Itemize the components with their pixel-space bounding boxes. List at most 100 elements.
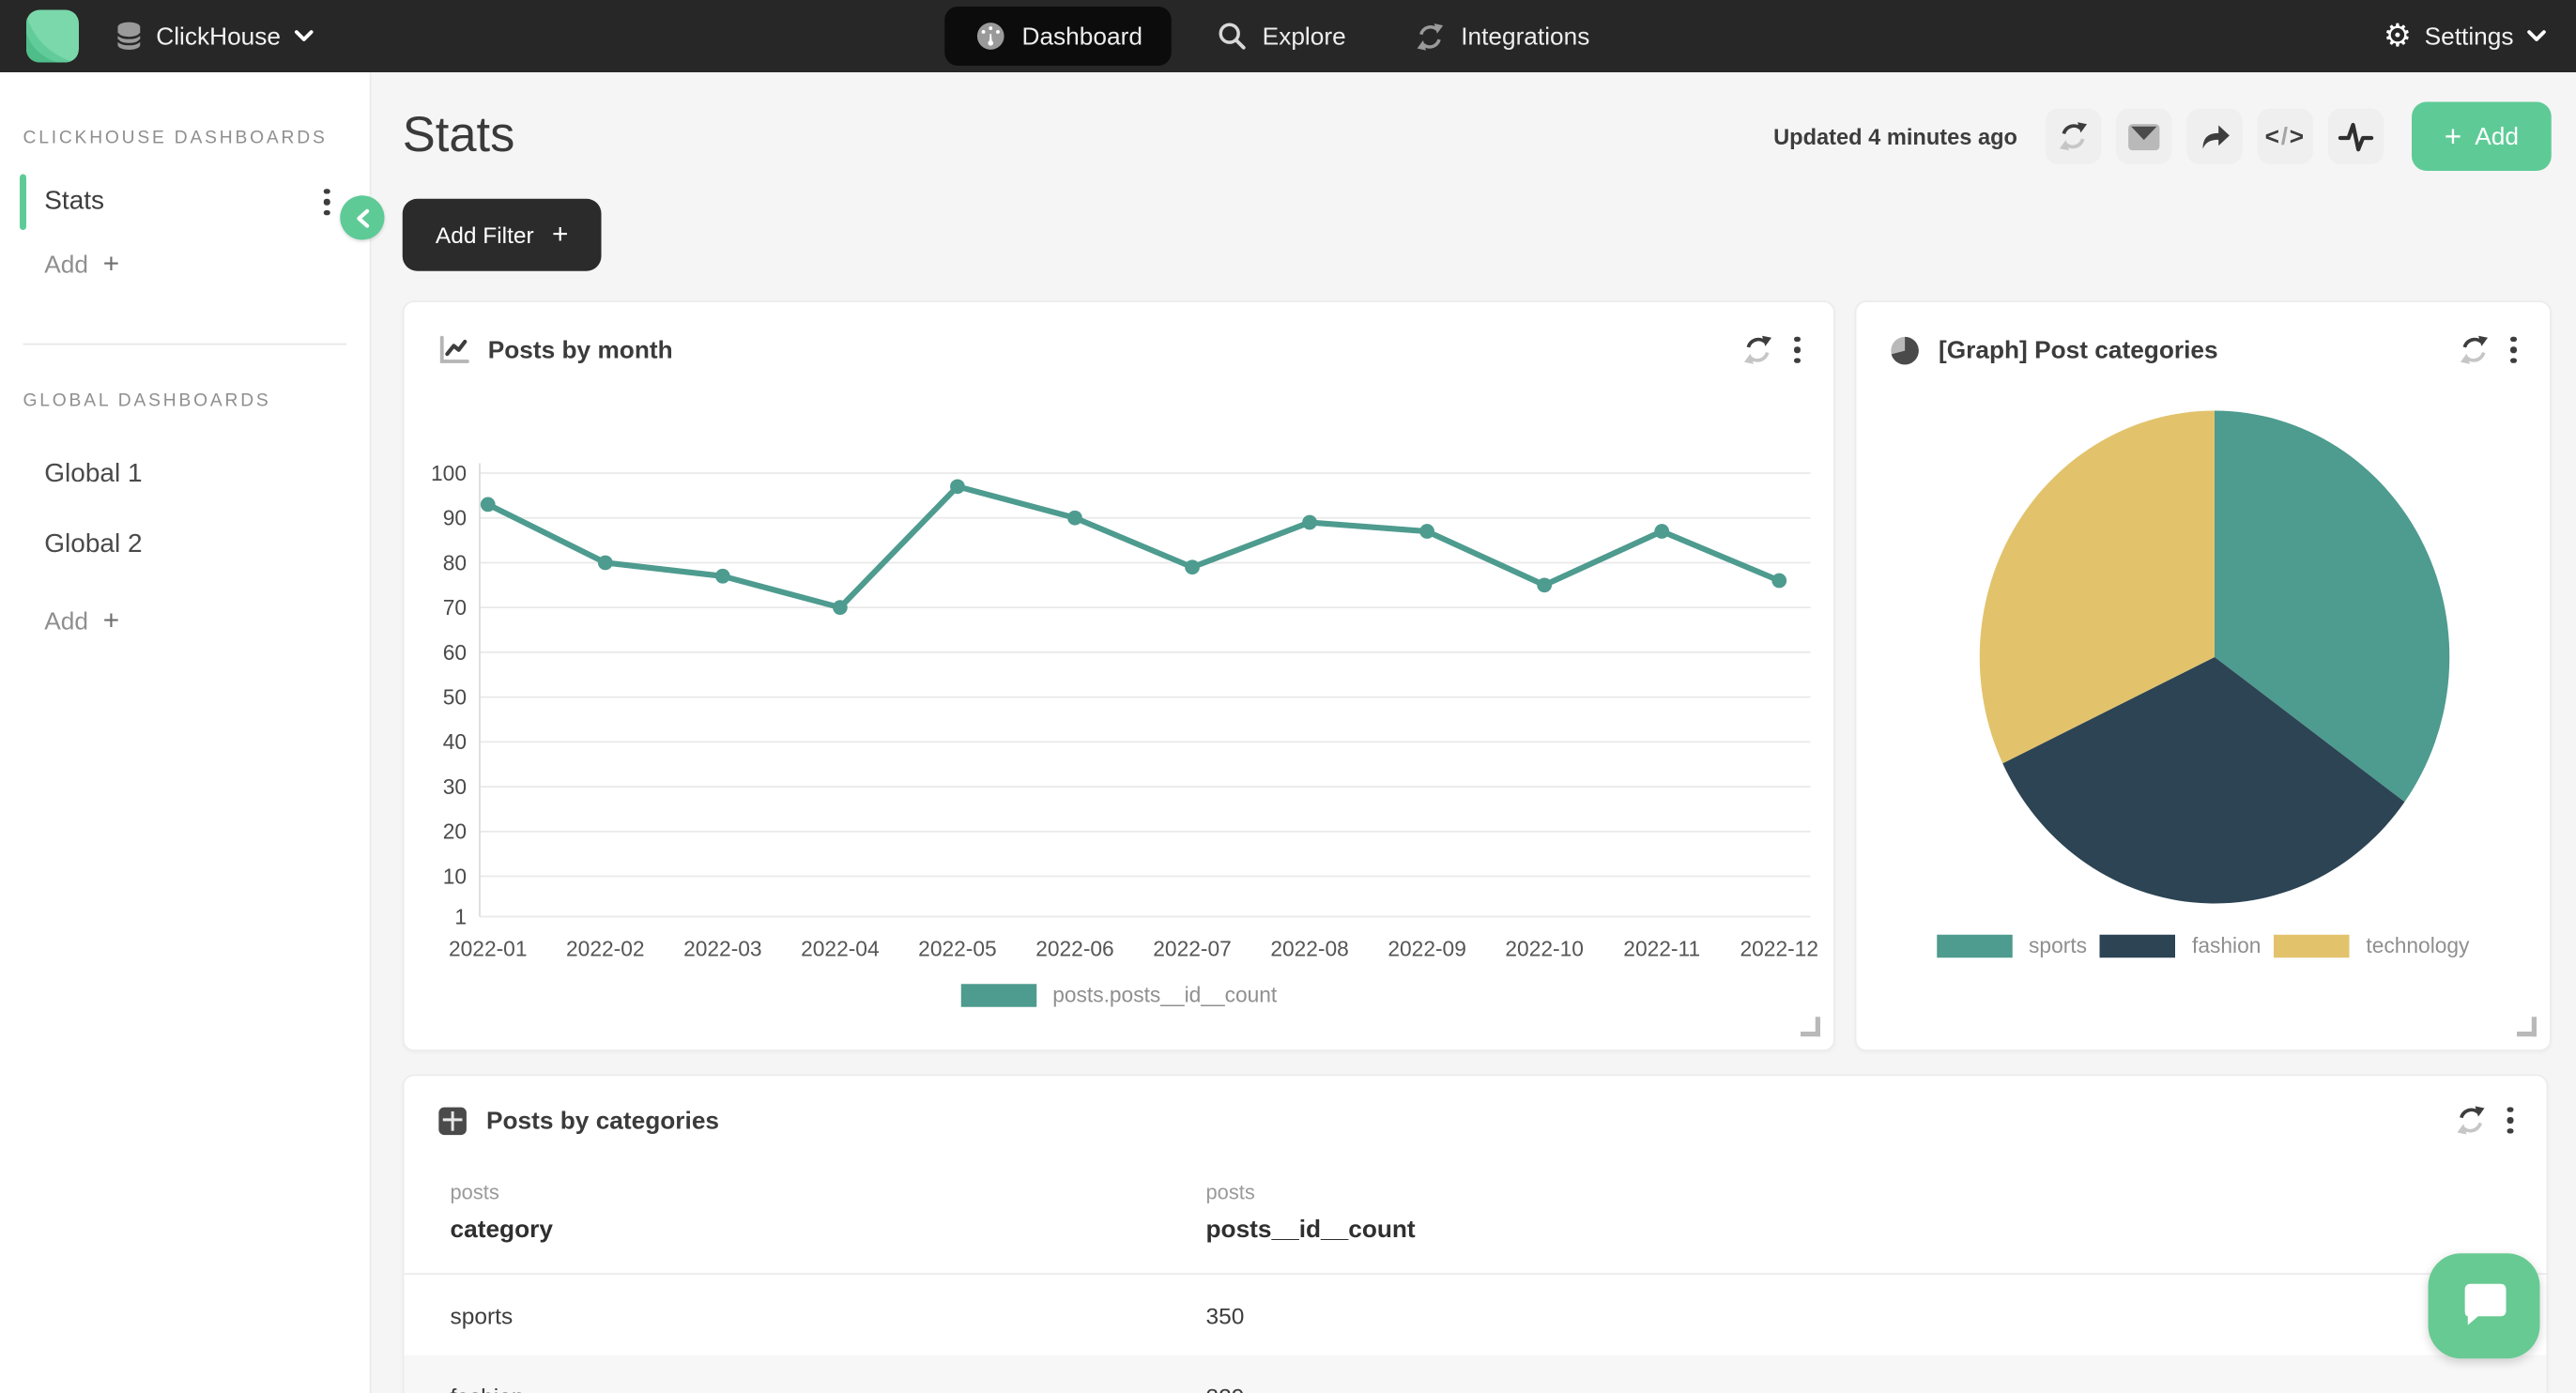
card-posts-by-month: Posts by month 100 90 80 70 60 50 4 xyxy=(402,300,1835,1051)
refresh-icon xyxy=(2458,1106,2486,1135)
legend-swatch xyxy=(2100,933,2176,957)
chevron-down-icon xyxy=(2527,30,2546,41)
sidebar-collapse-button[interactable] xyxy=(340,195,385,240)
add-filter-button[interactable]: Add Filter + xyxy=(402,198,602,271)
plus-icon: + xyxy=(102,248,120,280)
plus-icon: + xyxy=(2444,118,2462,152)
svg-text:60: 60 xyxy=(443,640,467,665)
pie-chart-icon xyxy=(1891,335,1919,364)
posts-table: posts category posts posts__id__count sp… xyxy=(404,1155,2547,1393)
svg-text:1: 1 xyxy=(454,904,467,928)
card-refresh-button[interactable] xyxy=(1740,332,1777,369)
column-name: posts__id__count xyxy=(1205,1216,1416,1244)
share-button[interactable] xyxy=(2186,108,2243,164)
line-chart-icon xyxy=(439,335,469,363)
gauge-icon xyxy=(976,23,1004,50)
pulse-icon xyxy=(2338,122,2374,151)
svg-text:30: 30 xyxy=(443,774,467,799)
sidebar-item-label: Global 1 xyxy=(44,459,143,487)
logo-icon xyxy=(26,9,79,63)
legend-item-sports[interactable]: sports xyxy=(1937,933,2087,957)
pie-chart xyxy=(1979,410,2450,904)
main-content: Stats Updated 4 minutes ago xyxy=(372,72,2576,1393)
table-cell: fashion xyxy=(405,1383,1206,1393)
sidebar-item-global-2[interactable]: Global 2 xyxy=(0,510,370,580)
mail-icon xyxy=(2128,123,2160,150)
table-cell: sports xyxy=(450,1301,514,1328)
card-menu-button[interactable] xyxy=(1794,336,1801,364)
card-resize-handle[interactable] xyxy=(1801,1017,1820,1037)
share-forward-icon xyxy=(2201,125,2230,149)
legend-label: sports xyxy=(2029,933,2088,958)
svg-text:2022-09: 2022-09 xyxy=(1388,937,1466,961)
svg-text:70: 70 xyxy=(443,595,467,620)
table-column-header: posts posts__id__count xyxy=(1206,1155,2547,1244)
table-column-header: posts category xyxy=(405,1155,1206,1244)
tab-integrations[interactable]: Integrations xyxy=(1392,8,1613,65)
activity-button[interactable] xyxy=(2327,108,2384,164)
sidebar-section-title-clickhouse: CLICKHOUSE DASHBOARDS xyxy=(23,128,328,148)
svg-text:80: 80 xyxy=(443,550,467,574)
legend-swatch xyxy=(2274,933,2350,957)
pie-slice-technology[interactable] xyxy=(1979,410,2215,764)
column-name: category xyxy=(450,1216,553,1244)
card-title: [Graph] Post categories xyxy=(1939,335,2218,364)
header-actions: Updated 4 minutes ago xyxy=(1773,101,2552,171)
svg-text:2022-03: 2022-03 xyxy=(683,937,762,961)
search-icon xyxy=(1219,23,1247,50)
chat-widget-button[interactable] xyxy=(2428,1253,2540,1359)
database-icon xyxy=(116,22,142,51)
sidebar-add-global-dashboard[interactable]: Add + xyxy=(44,591,370,651)
updated-timestamp: Updated 4 minutes ago xyxy=(1773,124,2017,149)
card-title: Posts by month xyxy=(487,335,673,364)
settings-label: Settings xyxy=(2424,22,2514,51)
svg-text:2022-06: 2022-06 xyxy=(1035,937,1113,961)
refresh-icon xyxy=(1744,335,1772,364)
settings-menu[interactable]: ⚙ Settings xyxy=(2384,0,2547,72)
column-group: posts xyxy=(1205,1181,1255,1204)
pie-chart-legend: sports fashion technology xyxy=(1857,933,2551,957)
pie-slice-sports[interactable] xyxy=(2215,410,2450,803)
sidebar-item-global-1[interactable]: Global 1 xyxy=(0,438,370,509)
add-widget-button[interactable]: + Add xyxy=(2412,101,2552,171)
card-resize-handle[interactable] xyxy=(2517,1017,2537,1037)
chat-bubble-icon xyxy=(2464,1283,2507,1325)
legend-item-technology[interactable]: technology xyxy=(2274,933,2469,957)
sidebar-item-label: Global 2 xyxy=(44,529,143,559)
sidebar-add-dashboard[interactable]: Add + xyxy=(44,235,370,294)
refresh-icon xyxy=(2461,335,2489,364)
chevron-down-icon xyxy=(294,30,314,41)
app-selector[interactable]: ClickHouse xyxy=(115,22,314,52)
card-refresh-button[interactable] xyxy=(2457,332,2493,369)
add-filter-label: Add Filter xyxy=(435,222,534,249)
sidebar-section-title-global: GLOBAL DASHBOARDS xyxy=(23,390,271,411)
tab-explore[interactable]: Explore xyxy=(1195,8,1369,65)
card-menu-button[interactable] xyxy=(2507,1106,2514,1135)
svg-text:2022-02: 2022-02 xyxy=(566,937,644,961)
legend-item[interactable]: posts.posts__id__count xyxy=(960,983,1277,1007)
legend-item-fashion[interactable]: fashion xyxy=(2100,933,2261,957)
refresh-button[interactable] xyxy=(2045,108,2102,164)
tab-dashboard[interactable]: Dashboard xyxy=(944,7,1173,66)
sidebar-item-stats[interactable]: Stats xyxy=(0,169,370,235)
svg-text:2022-01: 2022-01 xyxy=(449,937,528,961)
svg-text:2022-12: 2022-12 xyxy=(1740,937,1819,961)
legend-label: fashion xyxy=(2192,933,2262,958)
nav-tabs: Dashboard Explore Integrations xyxy=(944,0,1613,72)
refresh-icon xyxy=(2059,122,2088,151)
svg-text:40: 40 xyxy=(443,729,467,754)
email-button[interactable] xyxy=(2116,108,2172,164)
sidebar: CLICKHOUSE DASHBOARDS Stats Add + GLOBAL… xyxy=(0,72,385,1393)
app-logo[interactable] xyxy=(26,9,79,63)
embed-code-button[interactable]: </> xyxy=(2257,108,2313,164)
legend-label: technology xyxy=(2366,933,2470,958)
card-posts-by-categories: Posts by categories xyxy=(402,1074,2549,1393)
card-menu-button[interactable] xyxy=(2510,336,2517,364)
line-chart-legend: posts.posts__id__count xyxy=(405,983,1834,1007)
code-icon: </> xyxy=(2264,122,2306,151)
table-header-row: posts category posts posts__id__count xyxy=(405,1155,2547,1244)
pie-slice-fashion[interactable] xyxy=(2002,657,2405,904)
card-refresh-button[interactable] xyxy=(2453,1102,2490,1139)
legend-swatch xyxy=(1937,933,2013,957)
kebab-menu-icon[interactable] xyxy=(324,188,330,216)
